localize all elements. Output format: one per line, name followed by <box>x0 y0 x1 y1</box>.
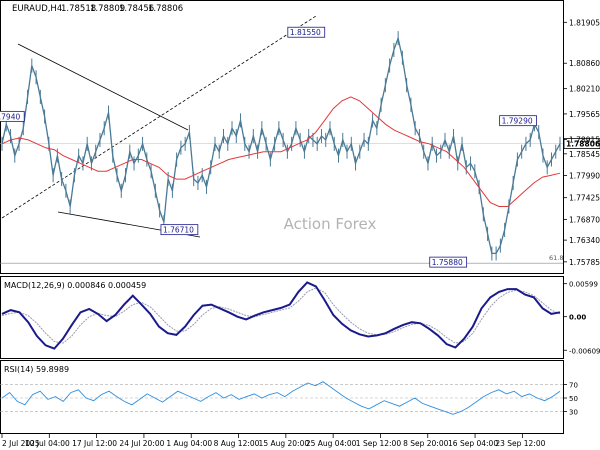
macd-label: MACD(12,26,9) 0.000846 0.000459 <box>4 281 146 290</box>
rsi-tick-label: 50 <box>569 395 578 403</box>
price-annotation-label: 1.7940 <box>0 112 20 121</box>
macd-panel-frame <box>0 276 564 359</box>
price-annotation-box <box>429 256 468 268</box>
rsi-layer: 70 50 30 <box>0 381 578 417</box>
trendline-upper <box>17 43 189 131</box>
price-tick-label: 1.77425 <box>569 194 600 203</box>
time-tick-label: 8 Aug 12:00 <box>214 439 260 448</box>
current-price-label: 1.78806 <box>566 140 600 149</box>
price-annotation-label: 1.79290 <box>502 117 533 126</box>
price-annotation-label: 1.75880 <box>432 258 463 267</box>
rsi-label: RSI(14) 59.8989 <box>4 365 69 374</box>
ohlc-high: 1.78809 <box>90 4 125 14</box>
time-tick-label: 16 Sep 04:00 <box>448 439 498 448</box>
price-annotations: 1.7940 1.81550 1.76710 1.79290 1.75880 <box>0 26 537 268</box>
fib-level-label: 61.8 <box>549 254 563 262</box>
price-panel-frame <box>0 0 564 274</box>
ohlc-low: 1.78456 <box>119 4 154 14</box>
price-annotation-box <box>499 115 537 127</box>
macd-tick-label: 0.00599 <box>569 281 598 289</box>
rsi-tick-label: 70 <box>569 381 578 389</box>
rsi-panel-frame <box>0 360 564 434</box>
price-tick-label: 1.76340 <box>569 236 600 245</box>
time-tick-label: 10 Jul 04:00 <box>25 439 70 448</box>
watermark: Action Forex <box>284 215 377 233</box>
price-annotation-label: 1.76710 <box>163 226 194 235</box>
price-series-layer: 61.8 1.78806 <box>0 31 600 264</box>
price-annotation-box <box>0 110 25 122</box>
macd-tick-label: -0.006095 <box>569 347 600 355</box>
price-tick-label: 1.79565 <box>569 110 600 119</box>
macd-layer: 0.00599 0.00 -0.006095 <box>1 281 600 355</box>
symbol-label: EURAUD,H4 <box>12 4 62 14</box>
macd-signal-line <box>1 287 561 344</box>
ohlc-open: 1.78518 <box>61 4 96 14</box>
price-series-line <box>1 35 561 255</box>
price-tick-label: 1.80210 <box>569 85 600 94</box>
macd-tick-label: 0.00 <box>569 314 586 322</box>
price-axis: 1.81905 1.80860 1.80210 1.79565 1.78915 1.785… <box>563 18 600 267</box>
moving-average-line <box>1 96 561 207</box>
price-tick-label: 1.76870 <box>569 215 600 224</box>
time-tick-label: 25 Aug 04:00 <box>306 439 357 448</box>
time-tick-label: 2 Jul 2025 <box>2 439 40 448</box>
rsi-tick-label: 30 <box>569 409 578 417</box>
price-tick-label: 1.78545 <box>569 150 600 159</box>
price-tick-label: 1.80860 <box>569 59 600 68</box>
price-tick-label: 1.75785 <box>569 258 600 267</box>
price-tick-label: 1.77990 <box>569 172 600 181</box>
time-tick-label: 23 Sep 12:00 <box>495 439 545 448</box>
ohlc-close: 1.78806 <box>148 4 183 14</box>
price-annotation-box <box>287 26 326 38</box>
price-annotation-label: 1.81550 <box>290 28 321 37</box>
time-tick-label: 1 Aug 04:00 <box>166 439 212 448</box>
rsi-line <box>1 381 561 415</box>
price-tick-label: 1.78915 <box>569 135 600 144</box>
time-tick-label: 1 Sep 12:00 <box>356 439 402 448</box>
price-annotation-box <box>160 224 199 236</box>
time-tick-label: 15 Aug 20:00 <box>259 439 310 448</box>
time-tick-label: 17 Jul 12:00 <box>72 439 117 448</box>
macd-line <box>1 281 561 350</box>
price-tick-label: 1.81905 <box>569 18 600 27</box>
trendline-dashed <box>1 15 317 219</box>
time-tick-label: 8 Sep 20:00 <box>403 439 449 448</box>
current-price-box <box>563 138 600 150</box>
time-tick-label: 24 Jul 20:00 <box>119 439 164 448</box>
